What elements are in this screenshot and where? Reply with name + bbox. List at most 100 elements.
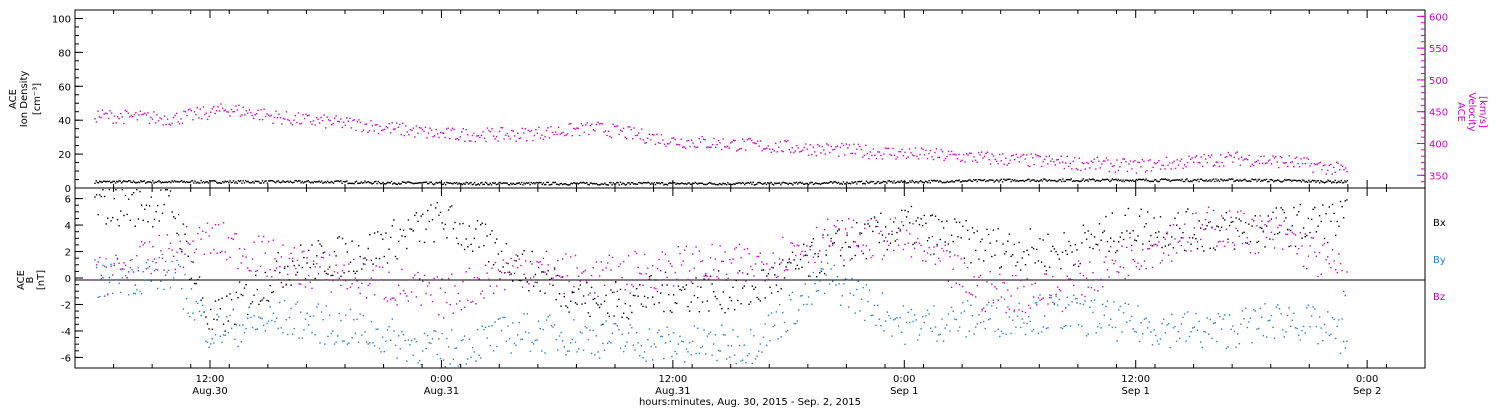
data-point-velocity	[579, 134, 581, 137]
data-point-ion-density	[1140, 179, 1142, 181]
data-point-velocity	[1120, 161, 1123, 164]
data-point-bx	[1230, 221, 1232, 223]
data-point-by	[1304, 332, 1306, 334]
data-point-bx	[1265, 225, 1268, 227]
data-point-bx	[1335, 234, 1337, 237]
data-point-bx	[500, 250, 503, 253]
data-point-velocity	[684, 147, 687, 149]
data-point-by	[285, 319, 287, 321]
data-point-ion-density	[1259, 180, 1262, 183]
data-point-bz	[934, 263, 937, 265]
data-point-ion-density	[560, 182, 563, 185]
data-point-ion-density	[1332, 181, 1334, 183]
data-point-velocity	[1258, 162, 1261, 165]
data-point-velocity	[1261, 162, 1264, 165]
data-point-bz	[1222, 240, 1224, 242]
data-point-bz	[219, 252, 221, 254]
data-point-bz	[1209, 220, 1211, 223]
data-point-bz	[648, 278, 651, 280]
data-point-by	[1020, 326, 1022, 329]
data-point-by	[1085, 335, 1088, 337]
data-point-velocity	[651, 134, 654, 136]
data-point-bz	[849, 259, 851, 261]
data-point-velocity	[563, 134, 566, 137]
data-point-bx	[1307, 217, 1310, 220]
data-point-bx	[1050, 250, 1052, 252]
data-point-ion-density	[1051, 179, 1053, 182]
data-point-by	[562, 340, 564, 342]
data-point-bx	[579, 284, 581, 286]
data-point-bz	[486, 272, 488, 274]
data-point-bx	[499, 270, 501, 273]
data-point-velocity	[857, 143, 860, 146]
data-point-by	[1156, 340, 1158, 342]
data-point-bx	[648, 276, 651, 278]
data-point-velocity	[1138, 161, 1141, 164]
data-point-velocity	[790, 151, 792, 153]
data-point-by	[134, 292, 136, 295]
data-point-by	[121, 277, 123, 279]
data-point-bx	[672, 294, 675, 296]
data-point-ion-density	[872, 180, 875, 183]
data-point-by	[1331, 317, 1334, 319]
data-point-ion-density	[1026, 179, 1028, 182]
data-point-by	[680, 340, 683, 343]
data-point-bz	[255, 270, 257, 273]
data-point-by	[1323, 323, 1326, 326]
data-point-bz	[883, 254, 885, 257]
data-point-bx	[1090, 233, 1093, 235]
data-point-ion-density	[835, 181, 837, 184]
data-point-velocity	[727, 145, 729, 148]
data-point-by	[332, 330, 334, 332]
data-point-velocity	[612, 123, 614, 125]
data-point-velocity	[594, 130, 596, 132]
data-point-bz	[406, 295, 408, 297]
data-point-ion-density	[100, 181, 102, 183]
data-point-ion-density	[950, 180, 952, 183]
data-point-by	[795, 323, 797, 325]
data-point-ion-density	[819, 183, 822, 185]
data-point-by	[508, 337, 511, 340]
data-point-velocity	[101, 109, 104, 111]
data-point-ion-density	[1240, 180, 1242, 182]
data-point-bx	[1312, 208, 1314, 210]
data-point-bx	[1012, 254, 1014, 256]
data-point-ion-density	[1080, 180, 1082, 182]
data-point-ion-density	[1188, 180, 1191, 183]
data-point-bz	[1299, 231, 1301, 234]
data-point-velocity	[1171, 162, 1174, 164]
data-point-bx	[913, 242, 916, 244]
data-point-ion-density	[776, 182, 778, 184]
data-point-velocity	[746, 139, 748, 141]
data-point-bx	[361, 268, 363, 270]
data-point-velocity	[275, 110, 277, 112]
data-point-velocity	[412, 127, 415, 129]
data-point-bz	[359, 292, 361, 295]
data-point-bx	[608, 315, 610, 317]
data-point-by	[1055, 295, 1057, 297]
data-point-velocity	[669, 141, 672, 143]
data-point-by	[99, 295, 101, 298]
data-point-by	[1179, 337, 1181, 339]
data-point-by	[393, 330, 395, 332]
data-point-ion-density	[682, 182, 684, 185]
data-point-ion-density	[1000, 178, 1003, 180]
data-point-by	[492, 350, 495, 352]
data-point-velocity	[917, 158, 920, 160]
data-point-bx	[136, 189, 138, 191]
data-point-velocity	[326, 116, 328, 118]
data-point-bx	[1280, 207, 1282, 209]
data-point-ion-density	[271, 180, 273, 182]
data-point-velocity	[636, 134, 638, 136]
data-point-by	[642, 357, 644, 359]
data-point-ion-density	[1291, 180, 1293, 183]
data-point-by	[780, 336, 782, 338]
data-point-velocity	[678, 144, 681, 146]
data-point-velocity	[521, 127, 523, 130]
data-point-ion-density	[380, 183, 382, 185]
data-point-ion-density	[148, 181, 150, 183]
data-point-ion-density	[891, 180, 893, 183]
data-point-ion-density	[1197, 178, 1199, 180]
data-point-bx	[751, 285, 753, 287]
data-point-bz	[1024, 311, 1027, 314]
